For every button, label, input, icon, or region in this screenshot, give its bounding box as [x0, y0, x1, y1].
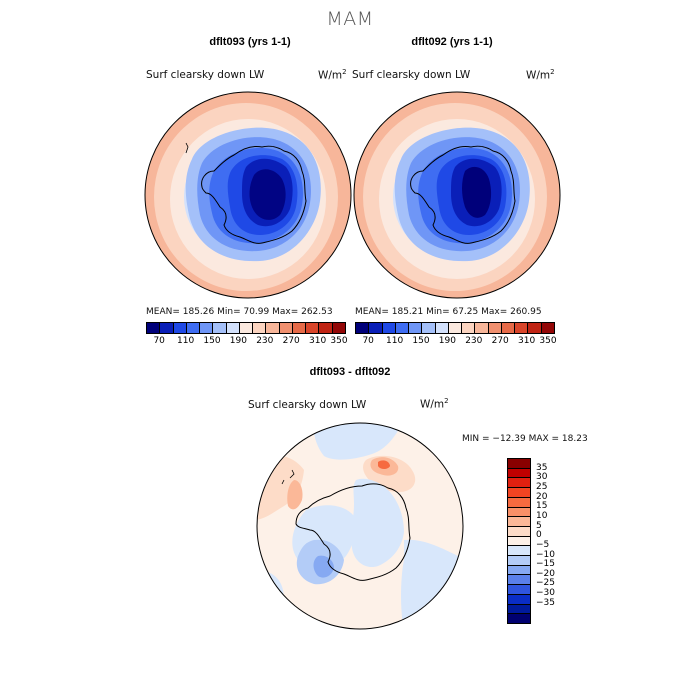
diff-variable-label: Surf clearsky down LW	[248, 399, 367, 411]
left-polar-map	[144, 91, 352, 299]
left-panel-title: dflt093 (yrs 1-1)	[209, 36, 291, 48]
left-colorbar	[146, 322, 346, 334]
right-panel-title: dflt092 (yrs 1-1)	[411, 36, 493, 48]
diff-stats: MIN = −12.39 MAX = 18.23	[462, 434, 588, 444]
right-variable-label: Surf clearsky down LW	[352, 69, 471, 81]
diff-polar-map	[256, 422, 464, 630]
diff-colorbar	[507, 458, 531, 624]
left-variable-label: Surf clearsky down LW	[146, 69, 265, 81]
left-stats: MEAN= 185.26 Min= 70.99 Max= 262.53	[146, 307, 333, 317]
left-colorbar-ticks: 70 110 150 190 230 270 310 350	[153, 336, 348, 346]
diff-panel-title: dflt093 - dflt092	[309, 366, 391, 378]
diff-colorbar-ticks: 35 30 25 20 15 10 5 0 −5 −10 −15 −20 −25…	[536, 462, 555, 608]
right-polar-map	[353, 91, 561, 299]
right-stats: MEAN= 185.21 Min= 67.25 Max= 260.95	[355, 307, 542, 317]
right-units-label: W/m2	[526, 68, 555, 82]
left-units-label: W/m2	[318, 68, 347, 82]
right-colorbar	[355, 322, 555, 334]
right-colorbar-ticks: 70 110 150 190 230 270 310 350	[362, 336, 557, 346]
diff-units-label: W/m2	[420, 397, 449, 411]
figure-title: MAM	[326, 8, 374, 30]
